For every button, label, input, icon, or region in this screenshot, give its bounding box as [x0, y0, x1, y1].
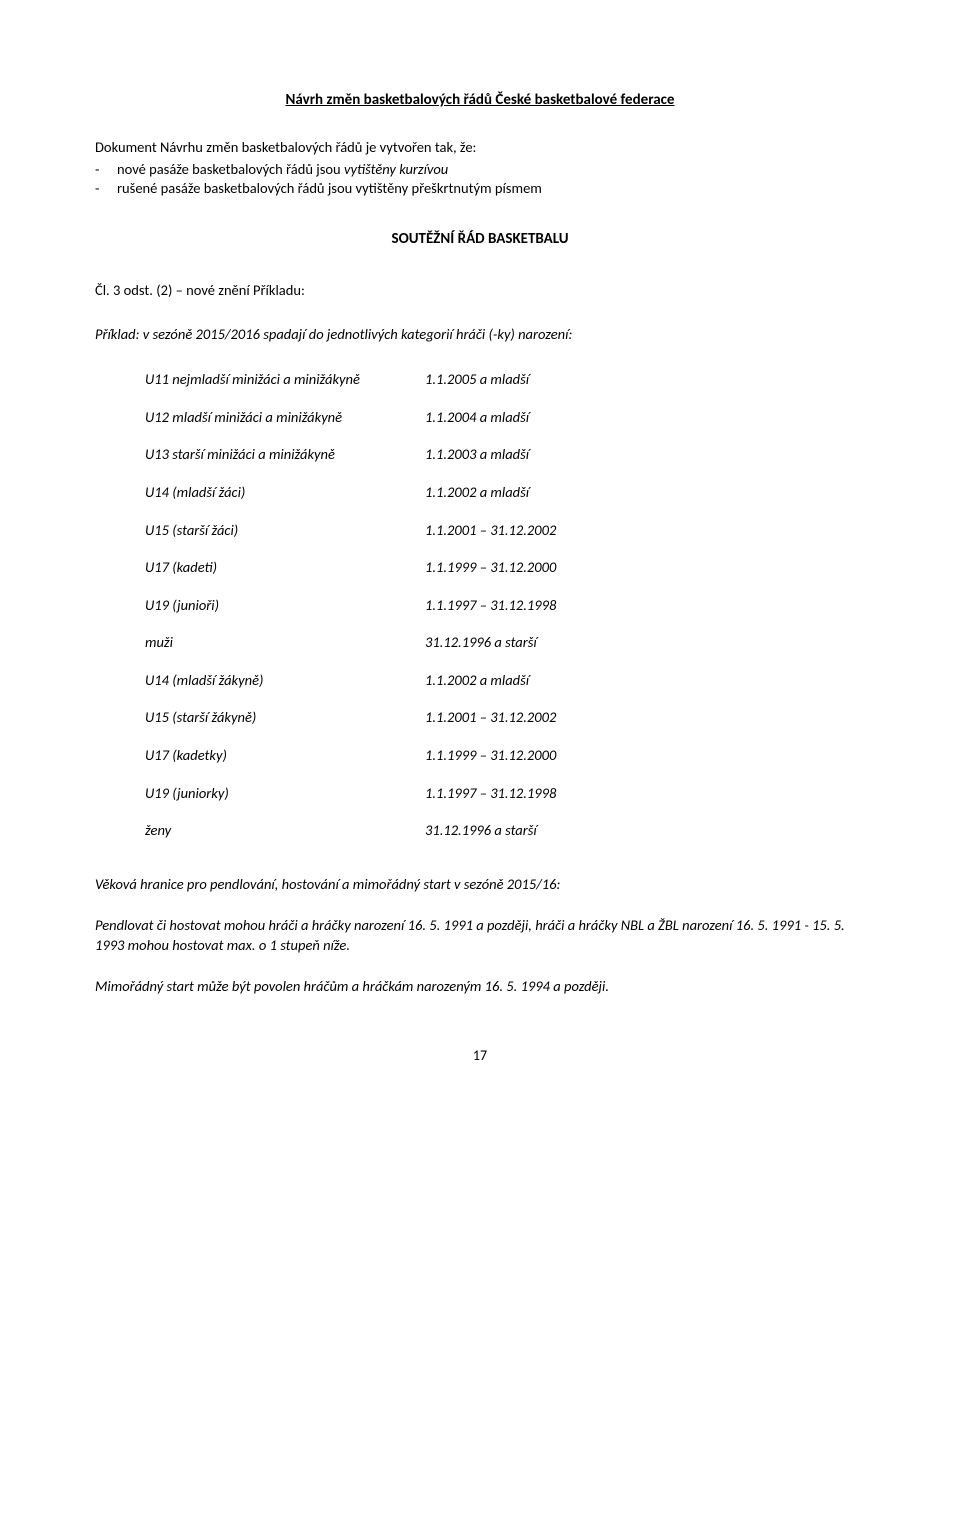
table-row: U17 (kadetky)1.1.1999 – 31.12.2000 — [145, 732, 556, 770]
table-row: U15 (starší žáci)1.1.2001 – 31.12.2002 — [145, 507, 556, 545]
age-heading: Věková hranice pro pendlování, hostování… — [95, 875, 865, 895]
bullet-1-italic: vytištěny kurzívou — [344, 160, 448, 178]
bullet-1-prefix: nové pasáže basketbalových řádů jsou — [117, 160, 344, 178]
category-name: U19 (juniorky) — [145, 770, 425, 808]
table-row: U13 starší minižáci a minižákyně1.1.2003… — [145, 431, 556, 469]
category-value: 31.12.1996 a starší — [425, 619, 556, 657]
table-row: U14 (mladší žákyně)1.1.2002 a mladší — [145, 657, 556, 695]
category-name: ženy — [145, 807, 425, 845]
category-name: U19 (junioři) — [145, 582, 425, 620]
category-name: U14 (mladší žákyně) — [145, 657, 425, 695]
category-value: 1.1.2001 – 31.12.2002 — [425, 507, 556, 545]
category-name: U13 starší minižáci a minižákyně — [145, 431, 425, 469]
intro-bullets: nové pasáže basketbalových řádů jsou vyt… — [95, 160, 865, 199]
table-row: U19 (juniorky)1.1.1997 – 31.12.1998 — [145, 770, 556, 808]
table-row: ženy31.12.1996 a starší — [145, 807, 556, 845]
category-value: 31.12.1996 a starší — [425, 807, 556, 845]
category-value: 1.1.1997 – 31.12.1998 — [425, 770, 556, 808]
category-name: U12 mladší minižáci a minižákyně — [145, 394, 425, 432]
page-number: 17 — [95, 1047, 865, 1066]
category-value: 1.1.2003 a mladší — [425, 431, 556, 469]
category-name: U15 (starší žákyně) — [145, 694, 425, 732]
pendl-paragraph: Pendlovat či hostovat mohou hráči a hráč… — [95, 916, 865, 955]
category-name: U17 (kadetky) — [145, 732, 425, 770]
category-value: 1.1.2002 a mladší — [425, 469, 556, 507]
category-value: 1.1.1997 – 31.12.1998 — [425, 582, 556, 620]
categories-table: U11 nejmladší minižáci a minižákyně1.1.2… — [145, 366, 556, 844]
extra-start-paragraph: Mimořádný start může být povolen hráčům … — [95, 977, 865, 997]
table-row: U14 (mladší žáci)1.1.2002 a mladší — [145, 469, 556, 507]
category-name: muži — [145, 619, 425, 657]
table-row: muži31.12.1996 a starší — [145, 619, 556, 657]
category-name: U17 (kadeti) — [145, 544, 425, 582]
example-intro: Příklad: v sezóně 2015/2016 spadají do j… — [95, 325, 865, 345]
intro-text: Dokument Návrhu změn basketbalových řádů… — [95, 138, 865, 158]
section-heading: SOUTĚŽNÍ ŘÁD BASKETBALU — [95, 229, 865, 249]
category-value: 1.1.1999 – 31.12.2000 — [425, 732, 556, 770]
category-value: 1.1.2001 – 31.12.2002 — [425, 694, 556, 732]
bullet-2: rušené pasáže basketbalových řádů jsou v… — [117, 179, 865, 199]
category-value: 1.1.2002 a mladší — [425, 657, 556, 695]
table-row: U19 (junioři)1.1.1997 – 31.12.1998 — [145, 582, 556, 620]
table-row: U11 nejmladší minižáci a minižákyně1.1.2… — [145, 366, 556, 394]
category-name: U15 (starší žáci) — [145, 507, 425, 545]
table-row: U15 (starší žákyně)1.1.2001 – 31.12.2002 — [145, 694, 556, 732]
table-row: U17 (kadeti)1.1.1999 – 31.12.2000 — [145, 544, 556, 582]
category-name: U14 (mladší žáci) — [145, 469, 425, 507]
page-title: Návrh změn basketbalových řádů České bas… — [95, 90, 865, 110]
category-value: 1.1.2005 a mladší — [425, 366, 556, 394]
bullet-1: nové pasáže basketbalových řádů jsou vyt… — [117, 160, 865, 180]
category-name: U11 nejmladší minižáci a minižákyně — [145, 366, 425, 394]
table-row: U12 mladší minižáci a minižákyně1.1.2004… — [145, 394, 556, 432]
category-value: 1.1.1999 – 31.12.2000 — [425, 544, 556, 582]
clause-ref: Čl. 3 odst. (2) – nové znění Příkladu: — [95, 281, 865, 301]
category-value: 1.1.2004 a mladší — [425, 394, 556, 432]
